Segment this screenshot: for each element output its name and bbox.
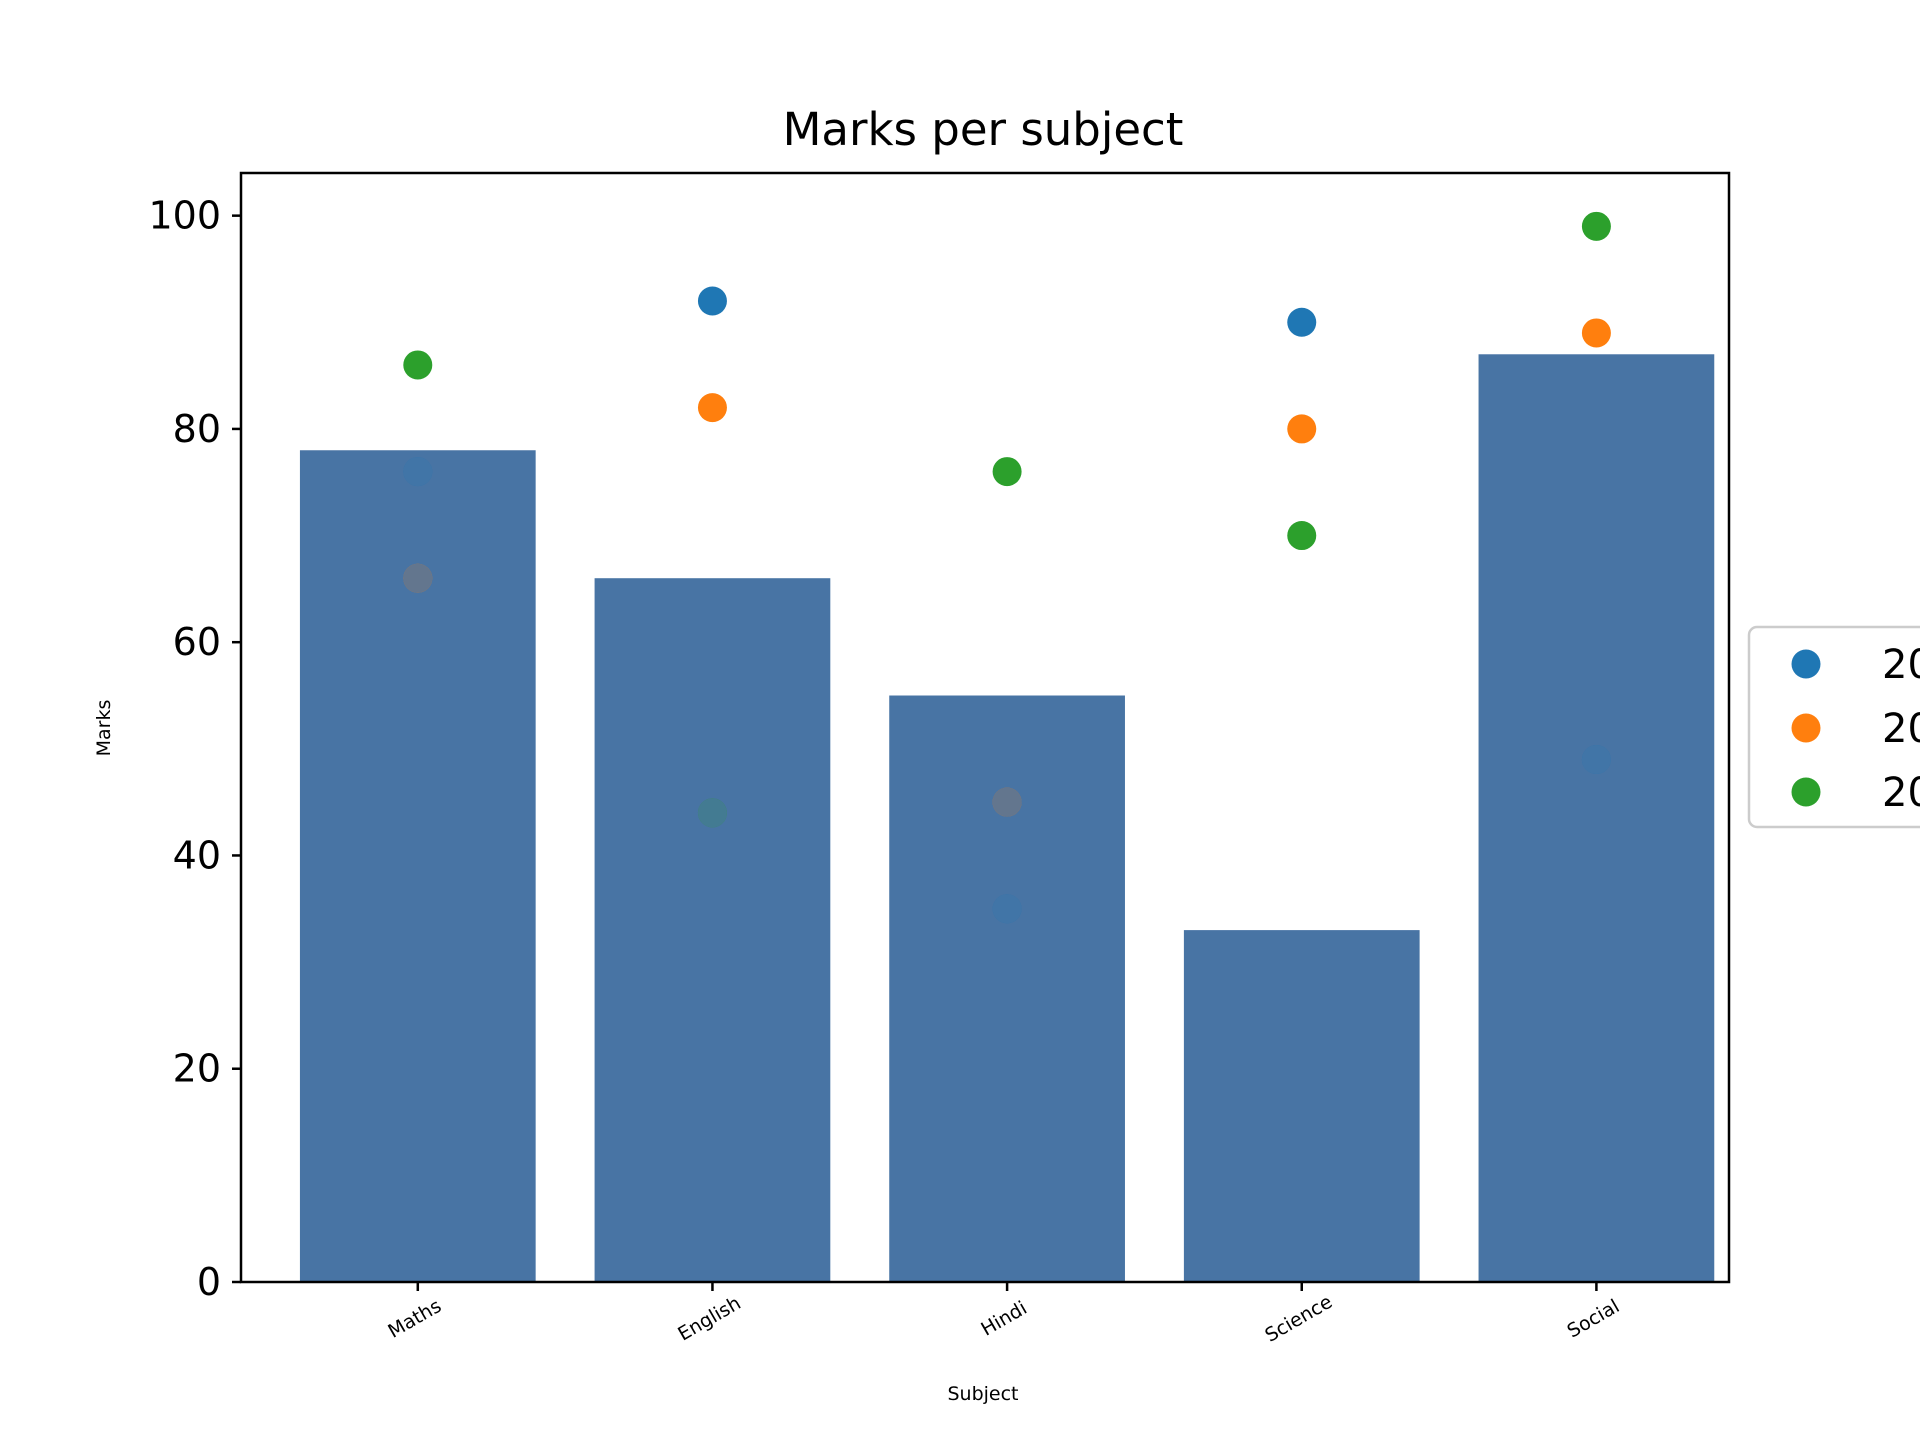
point-overlay-1-maths bbox=[403, 457, 433, 487]
bar-hindi bbox=[889, 695, 1125, 1282]
point-series2-english bbox=[697, 393, 727, 423]
point-overlay-2-hindi bbox=[992, 787, 1022, 817]
legend-label-2: 20 bbox=[1882, 706, 1920, 752]
y-axis-label: Marks bbox=[93, 700, 115, 757]
bar-english bbox=[594, 578, 831, 1282]
bar-science bbox=[1183, 930, 1420, 1282]
y-tick-label-60: 60 bbox=[173, 620, 221, 664]
legend-marker-2 bbox=[1791, 713, 1821, 743]
legend-marker-1 bbox=[1791, 649, 1821, 679]
point-overlay-1-social bbox=[1581, 744, 1611, 774]
legend-label-1: 20 bbox=[1882, 642, 1920, 688]
x-axis-label: Subject bbox=[947, 1383, 1018, 1405]
point-overlay-2-maths bbox=[403, 563, 433, 593]
point-series2-social bbox=[1581, 318, 1611, 348]
plot-frame bbox=[239, 171, 1731, 1284]
legend-marker-3 bbox=[1791, 777, 1821, 807]
point-series1-english bbox=[697, 286, 727, 316]
y-tick-label-20: 20 bbox=[173, 1047, 221, 1091]
y-axis: 0 20 40 60 80 100 bbox=[148, 194, 241, 1304]
chart-title: Marks per subject bbox=[783, 103, 1184, 156]
point-overlay-1-hindi bbox=[992, 894, 1022, 924]
point-series2-science bbox=[1287, 414, 1317, 444]
bar-social bbox=[1478, 354, 1715, 1283]
y-tick-label-80: 80 bbox=[173, 407, 221, 451]
legend-label-3: 20 bbox=[1882, 770, 1920, 816]
point-series3-hindi bbox=[992, 457, 1022, 487]
y-tick-label-100: 100 bbox=[148, 194, 221, 238]
y-tick-label-0: 0 bbox=[197, 1260, 221, 1304]
point-series3-social bbox=[1581, 211, 1611, 241]
legend: 20 20 20 bbox=[1747, 625, 1920, 829]
point-series3-science bbox=[1287, 521, 1317, 551]
scatter-group bbox=[403, 211, 1611, 924]
y-tick-label-40: 40 bbox=[173, 833, 221, 877]
point-series3-maths bbox=[403, 350, 433, 380]
point-series1-science bbox=[1287, 307, 1317, 337]
point-overlay-3-english bbox=[697, 798, 727, 828]
legend-box bbox=[1747, 625, 1920, 829]
